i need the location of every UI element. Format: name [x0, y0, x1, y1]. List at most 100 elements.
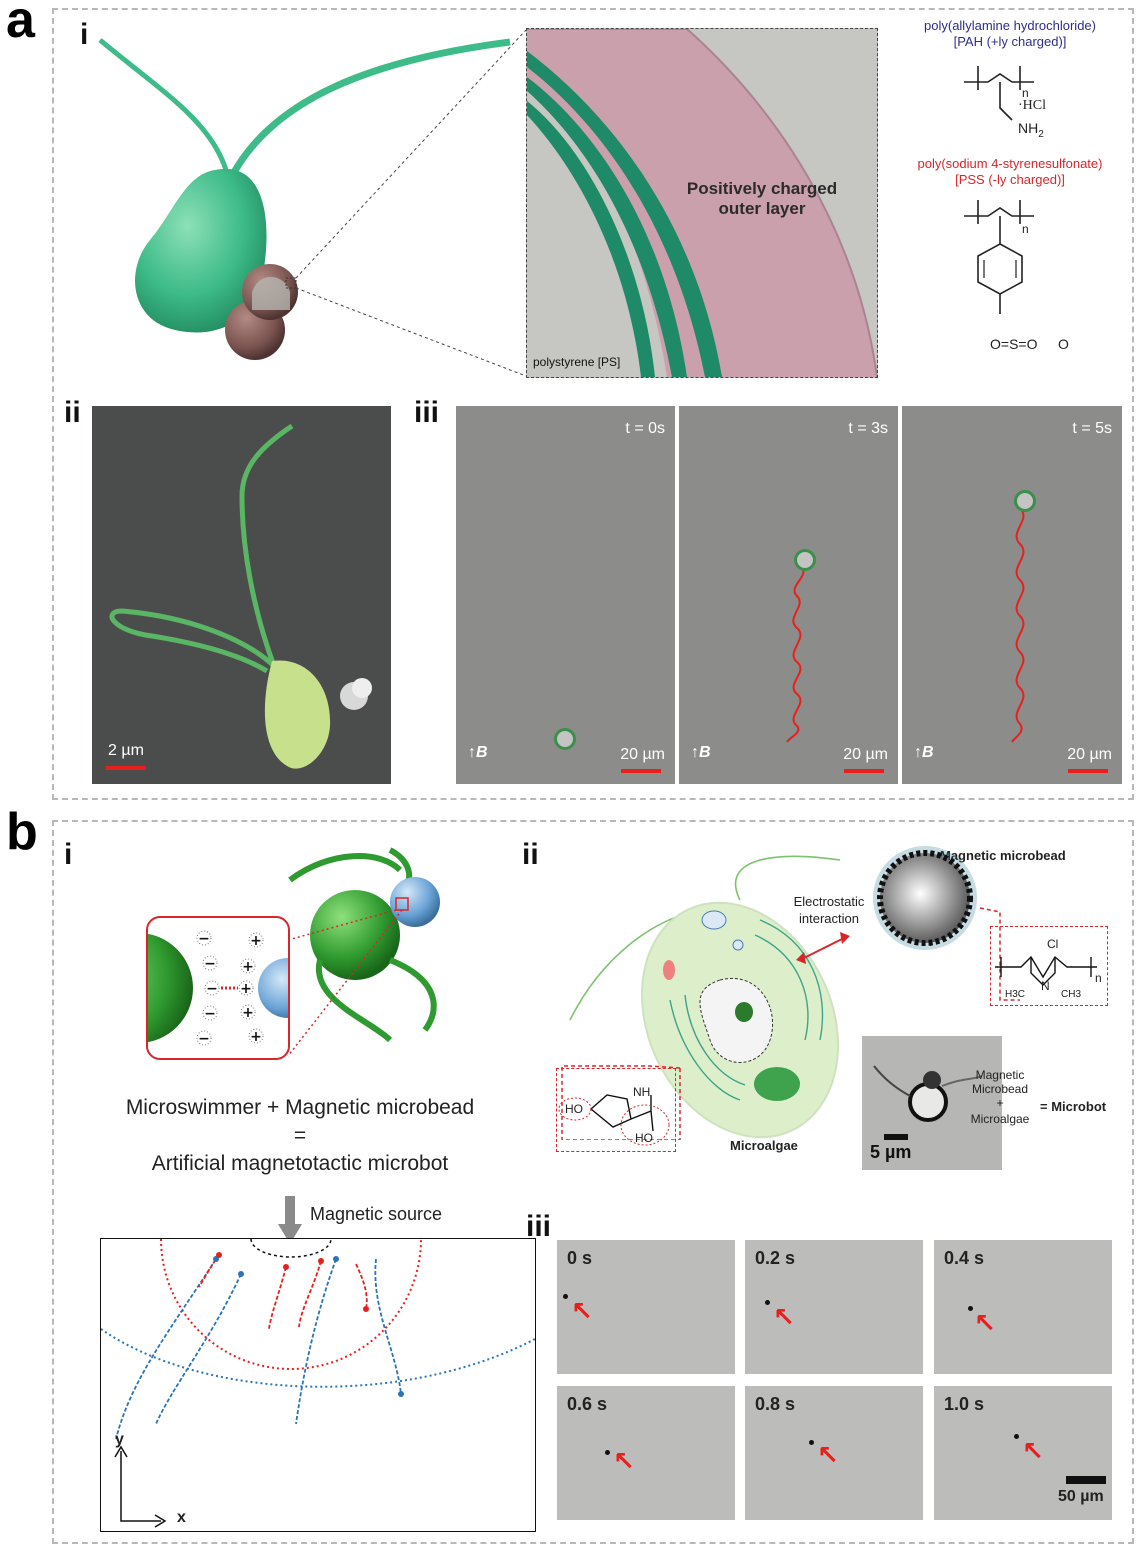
- panel-b-frame: [52, 820, 1134, 1544]
- svg-text:+: +: [250, 933, 262, 949]
- layer-zoom-box: Positively charged outer layer polystyre…: [526, 28, 878, 378]
- frame-t5-time: t = 5s: [1072, 420, 1112, 437]
- microbot-inset: 5 µm: [862, 1036, 1002, 1170]
- charge-illustration: [287, 847, 440, 1057]
- frame-t5: t = 5s ↑B 20 µm: [902, 406, 1122, 784]
- frame-t3: t = 3s ↑B 20 µm: [679, 406, 898, 784]
- magnet-arrow-icon: [278, 1196, 302, 1244]
- bot-dot-2: [968, 1306, 973, 1311]
- pah-structure: [964, 66, 1034, 121]
- bot-dot-0: [563, 1294, 568, 1299]
- pss-sulfonate: O=S=O: [990, 336, 1038, 352]
- frame-t0: t = 0s ↑B 20 µm: [456, 406, 675, 784]
- formula-ho-right: HO: [635, 1131, 653, 1145]
- panel-a-letter: a: [6, 0, 35, 49]
- frame-t5-scale-text: 20 µm: [1067, 746, 1112, 763]
- panel-a-i-label: i: [80, 18, 89, 51]
- formula-n: N: [1041, 979, 1050, 993]
- ps-caption: polystyrene [PS]: [533, 355, 621, 369]
- time-frame-0: 0 s ↖: [557, 1240, 735, 1374]
- cell-t5: [1014, 490, 1036, 512]
- pah-hcl: ·HCl: [1018, 98, 1046, 113]
- pah-n: n: [1022, 86, 1029, 100]
- field-arrow-icon: ↑: [914, 744, 922, 761]
- layer-caption: Positively charged outer layer: [686, 179, 838, 219]
- axis-x-label: x: [177, 1509, 186, 1526]
- hydroxyproline-box: HO NH HO: [556, 1068, 676, 1152]
- time-frame-5-label: 1.0 s: [944, 1394, 985, 1414]
- field-t0: ↑B: [468, 744, 488, 762]
- time-frame-5: 1.0 s ↖ 50 µm: [934, 1386, 1112, 1520]
- arrow-icon-3: ↖: [613, 1446, 635, 1476]
- pah-nh2-sub: 2: [1038, 128, 1044, 140]
- time-frame-1-label: 0.2 s: [755, 1248, 796, 1268]
- bot-dot-5: [1014, 1434, 1019, 1439]
- pah-nh2-text: NH: [1018, 120, 1039, 136]
- field-t3: ↑B: [691, 744, 711, 762]
- polymer-formula-box: Cl N H3C CH3 n: [990, 926, 1108, 1006]
- field-arrow-icon: ↑: [691, 744, 699, 761]
- pah-name: poly(allylamine hydrochloride): [924, 18, 1096, 33]
- equation-line-1: Microswimmer + Magnetic microbead: [125, 1096, 475, 1119]
- bot-dot-4: [809, 1440, 814, 1445]
- sem-scale-text: 2 µm: [108, 742, 144, 759]
- cell-t0: [554, 728, 576, 750]
- arrow-icon-0: ↖: [571, 1296, 593, 1326]
- arrow-icon-4: ↖: [817, 1440, 839, 1470]
- inset-scale-bar: [884, 1134, 908, 1140]
- svg-text:−: −: [198, 1031, 210, 1047]
- frame-t3-time: t = 3s: [848, 420, 888, 437]
- field-t5: ↑B: [914, 744, 934, 762]
- panel-a-frame: [52, 8, 1134, 800]
- sem-scale-bar: [106, 766, 146, 770]
- frame-t5-scale-bar: [1068, 769, 1108, 773]
- svg-text:+: +: [242, 1005, 254, 1021]
- frame-scale-text: 50 µm: [1058, 1488, 1104, 1505]
- svg-text:+: +: [250, 1029, 262, 1045]
- combo-line-2: Microbead: [971, 1082, 1029, 1096]
- field-t3-label: B: [699, 744, 711, 761]
- field-t5-label: B: [922, 744, 934, 761]
- formula-ho-left: HO: [565, 1102, 583, 1116]
- charge-inset: − − − − − + + + + +: [146, 916, 290, 1060]
- panel-b-ii-label: ii: [522, 838, 539, 871]
- trajectory-t3: [786, 565, 805, 743]
- svg-text:−: −: [198, 931, 210, 947]
- microalgae-label: Microalgae: [730, 1138, 798, 1153]
- frame-t3-scale-text: 20 µm: [843, 746, 888, 763]
- electrostatic-label: Electrostatic interaction: [793, 894, 865, 926]
- frame-t3-scale-bar: [844, 769, 884, 773]
- magnetic-microbead-title: Magnetic microbead: [940, 848, 1066, 863]
- panel-b-iii-label: iii: [526, 1210, 552, 1243]
- trajectory-plot: y x: [100, 1238, 536, 1532]
- svg-text:+: +: [240, 981, 252, 997]
- frame-t0-scale-text: 20 µm: [620, 746, 665, 763]
- time-frame-3: 0.6 s ↖: [557, 1386, 735, 1520]
- time-frame-2-label: 0.4 s: [944, 1248, 985, 1268]
- panel-b-letter: b: [6, 803, 38, 861]
- trajectory-t5: [1011, 507, 1025, 743]
- field-arrow-icon: ↑: [468, 744, 476, 761]
- svg-text:−: −: [204, 1006, 216, 1022]
- svg-text:−: −: [204, 956, 216, 972]
- formula-h3c: H3C: [1005, 989, 1026, 1000]
- frame-scale-bar: [1066, 1476, 1106, 1484]
- frame-t0-scale-bar: [621, 769, 661, 773]
- bot-dot-3: [605, 1450, 610, 1455]
- combo-result: = Microbot: [1040, 1099, 1107, 1114]
- arrow-icon-1: ↖: [773, 1302, 795, 1332]
- pss-name: poly(sodium 4-styrenesulfonate): [917, 156, 1103, 171]
- pah-charge: [PAH (+ly charged)]: [953, 34, 1067, 49]
- pah-nh2: NH2: [1018, 120, 1044, 140]
- pss-structure: [964, 200, 1034, 314]
- time-frame-1: 0.2 s ↖: [745, 1240, 923, 1374]
- panel-a-ii-label: ii: [64, 396, 81, 429]
- time-frame-0-label: 0 s: [567, 1248, 593, 1268]
- time-frame-4: 0.8 s ↖: [745, 1386, 923, 1520]
- arrow-icon-5: ↖: [1022, 1436, 1044, 1466]
- cell-t3: [794, 549, 816, 571]
- time-frame-3-label: 0.6 s: [567, 1394, 608, 1414]
- svg-text:+: +: [242, 959, 254, 975]
- equation-line-2: =: [293, 1124, 307, 1147]
- pss-o-minus: O: [1058, 336, 1069, 352]
